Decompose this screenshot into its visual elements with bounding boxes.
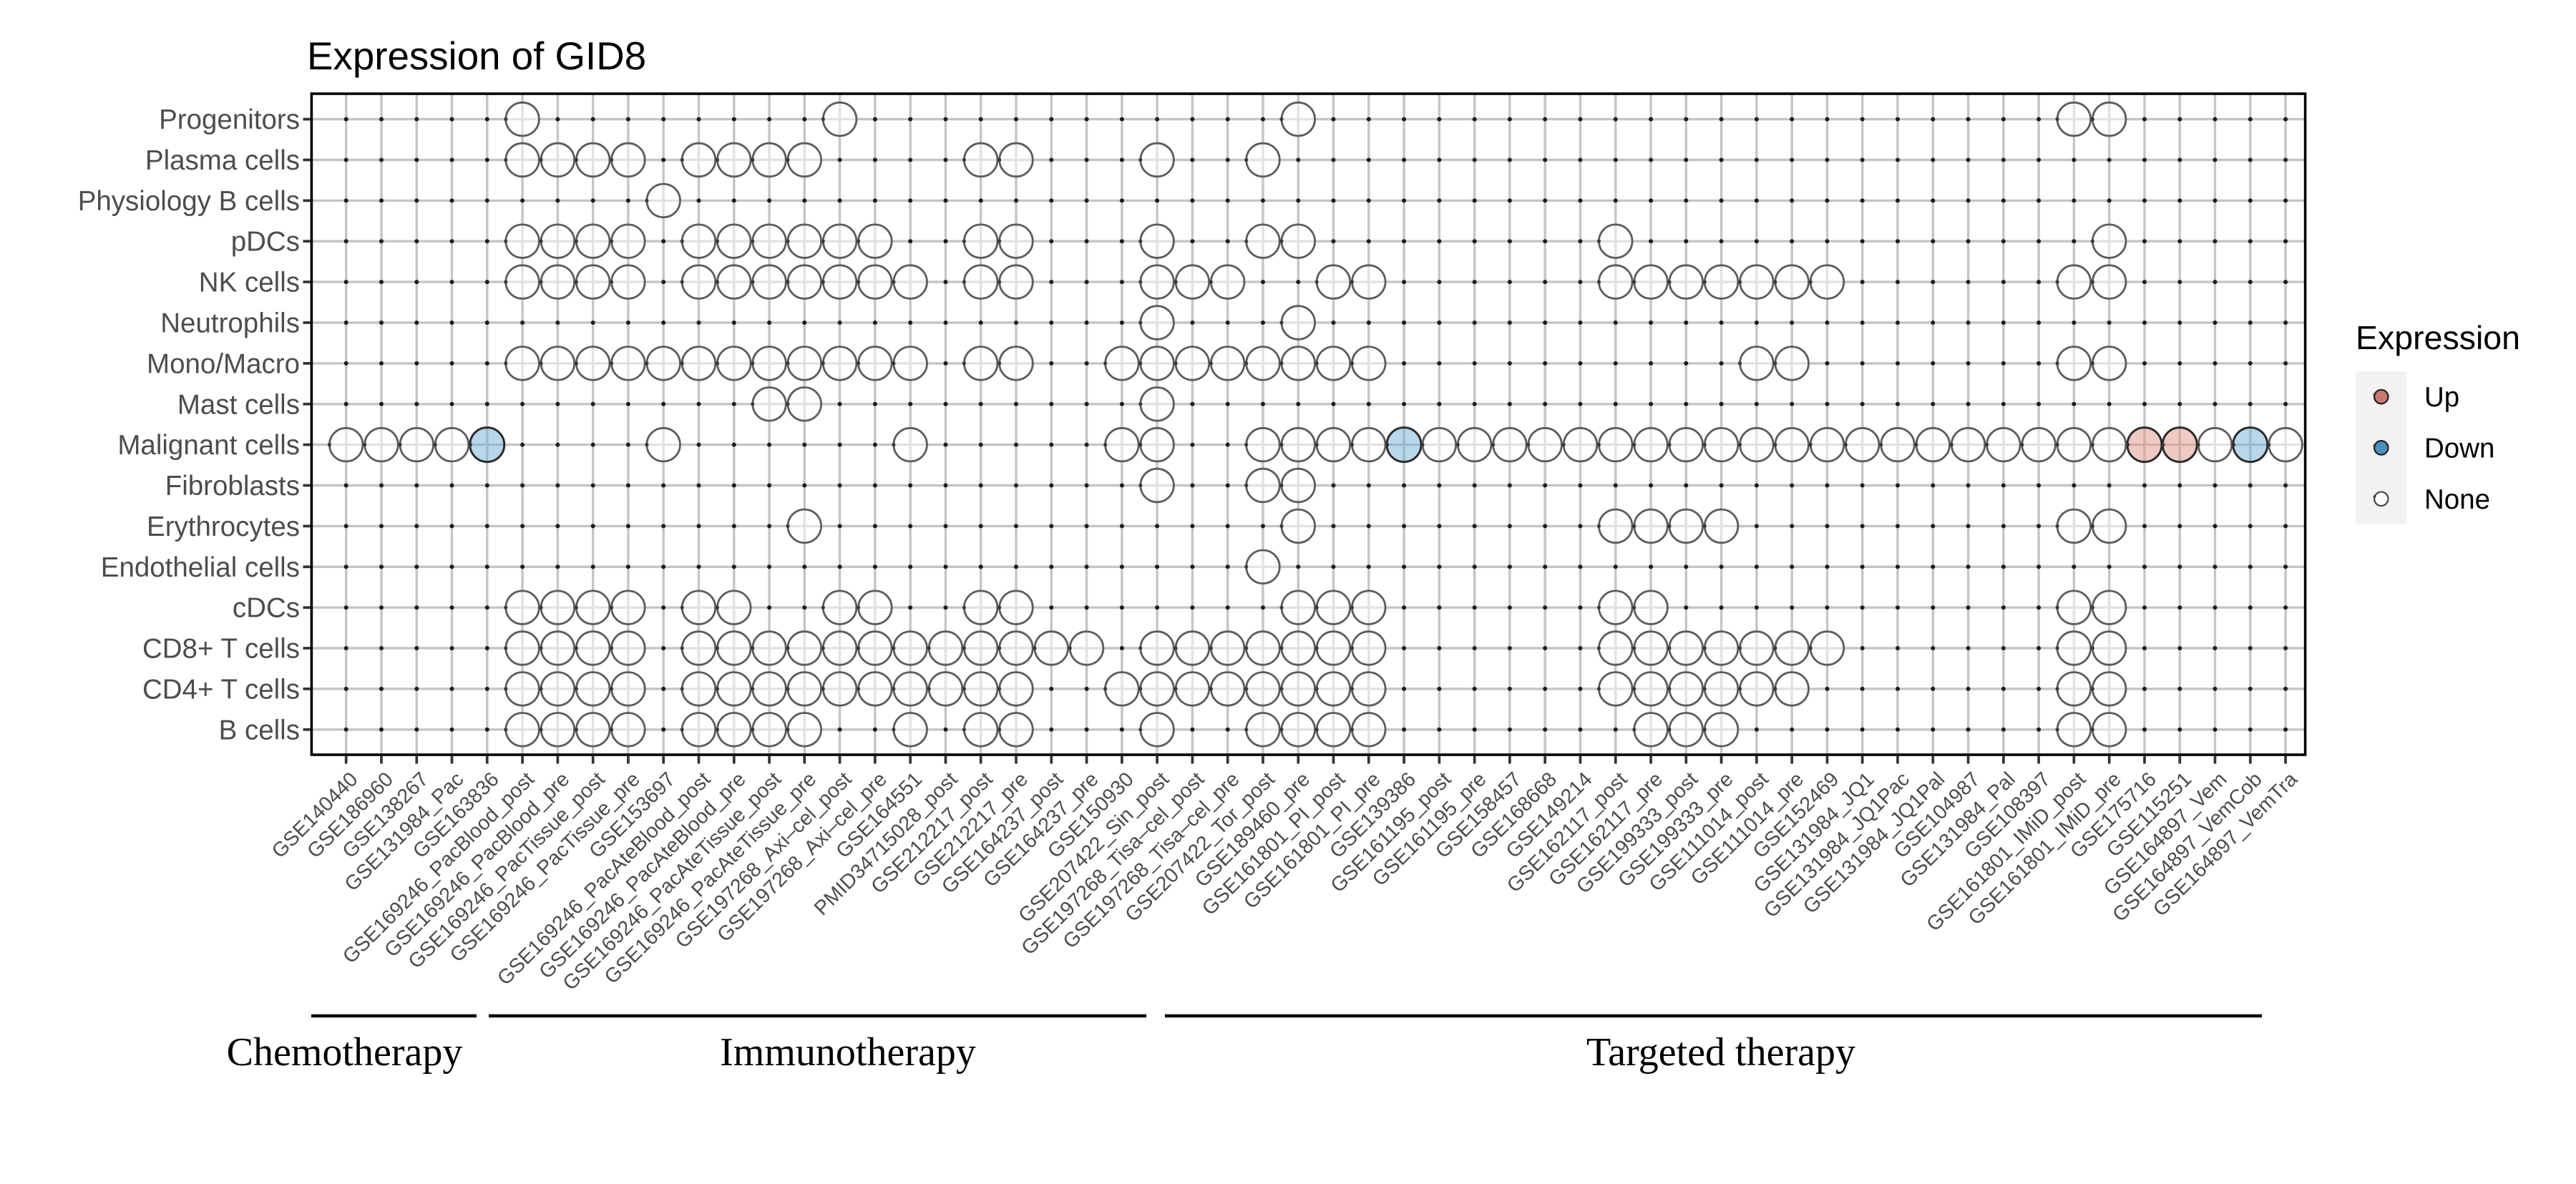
- svg-text:Endothelial cells: Endothelial cells: [101, 552, 300, 583]
- svg-text:cDCs: cDCs: [233, 593, 300, 624]
- svg-text:CD4+ T cells: CD4+ T cells: [142, 674, 300, 705]
- svg-text:Expression: Expression: [2356, 319, 2520, 356]
- svg-text:NK cells: NK cells: [199, 268, 300, 298]
- svg-text:Neutrophils: Neutrophils: [160, 308, 300, 339]
- svg-text:Immunotherapy: Immunotherapy: [720, 1030, 976, 1075]
- svg-text:pDCs: pDCs: [231, 227, 300, 258]
- svg-text:Chemotherapy: Chemotherapy: [227, 1030, 463, 1075]
- svg-text:Malignant cells: Malignant cells: [117, 430, 300, 461]
- svg-text:Targeted therapy: Targeted therapy: [1586, 1030, 1855, 1075]
- svg-text:Down: Down: [2424, 433, 2494, 464]
- svg-text:Physiology B cells: Physiology B cells: [78, 186, 300, 217]
- svg-text:Plasma cells: Plasma cells: [145, 145, 300, 176]
- svg-text:Mono/Macro: Mono/Macro: [147, 348, 300, 379]
- svg-text:Erythrocytes: Erythrocytes: [147, 512, 300, 542]
- svg-text:None: None: [2424, 484, 2490, 515]
- svg-text:Progenitors: Progenitors: [159, 104, 300, 135]
- svg-text:Up: Up: [2424, 382, 2459, 413]
- svg-text:Fibroblasts: Fibroblasts: [165, 471, 300, 502]
- svg-text:CD8+ T cells: CD8+ T cells: [142, 634, 300, 665]
- svg-text:Mast cells: Mast cells: [177, 389, 300, 420]
- svg-text:Expression of GID8: Expression of GID8: [307, 34, 646, 78]
- svg-text:B cells: B cells: [219, 715, 300, 745]
